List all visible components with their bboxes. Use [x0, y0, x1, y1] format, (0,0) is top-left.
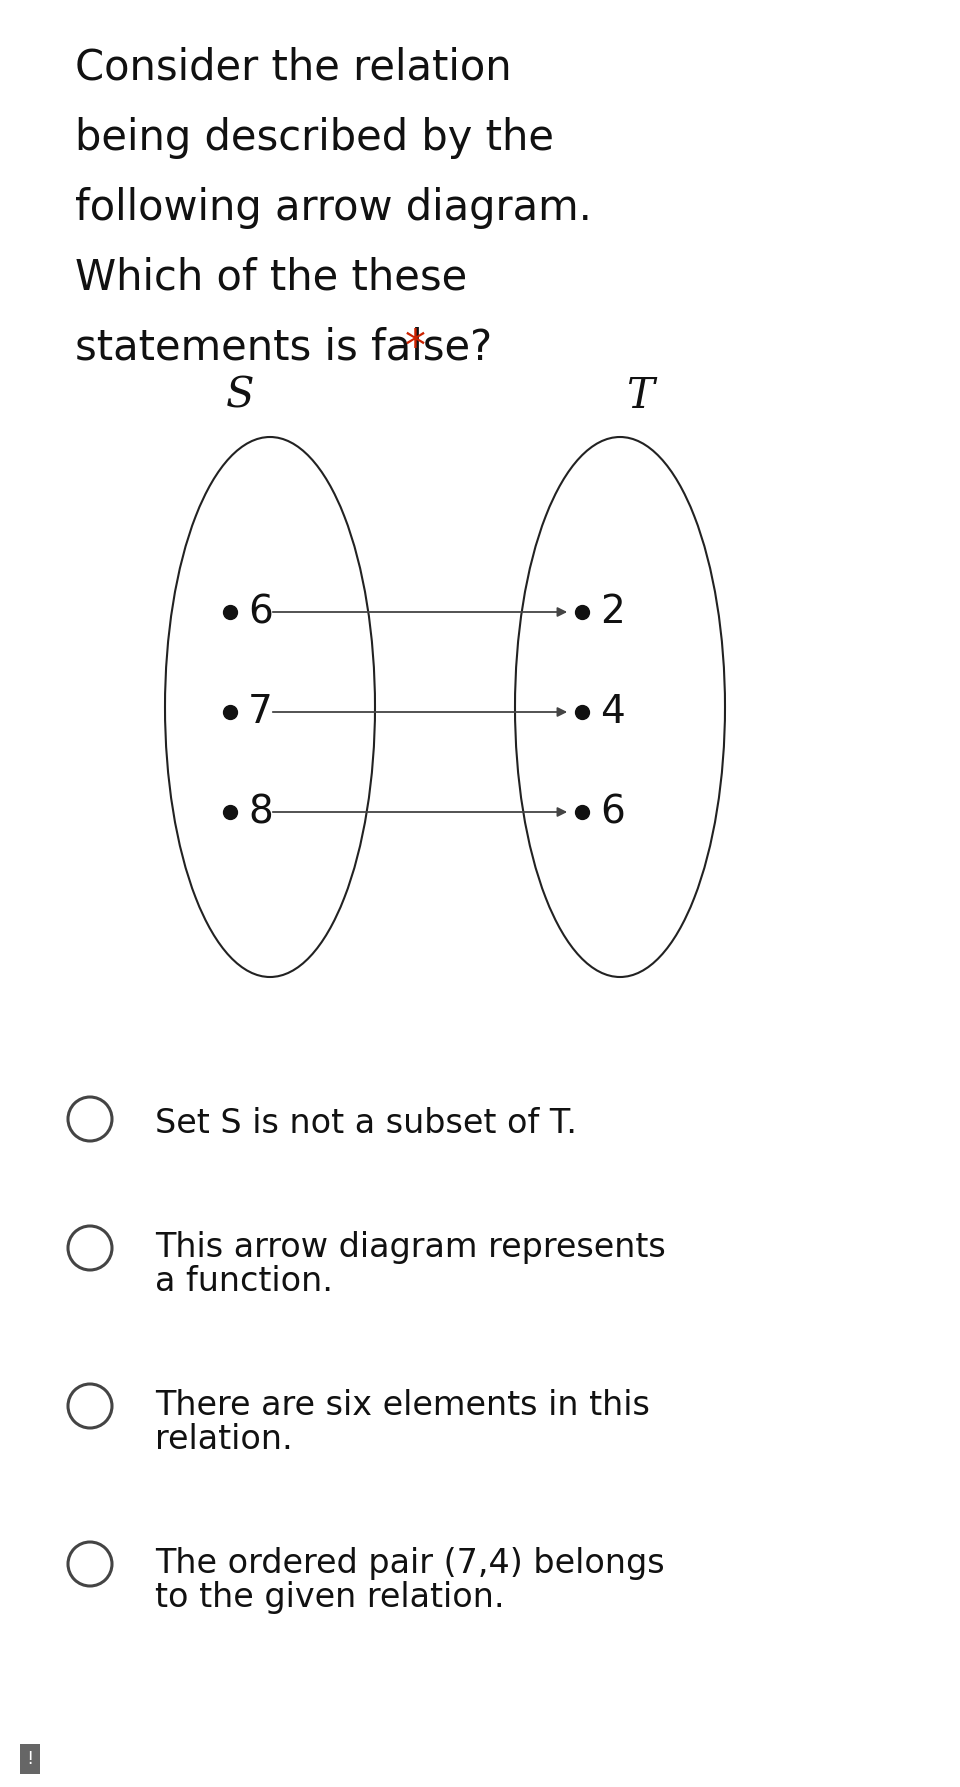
Text: 6: 6	[600, 793, 625, 831]
Text: There are six elements in this: There are six elements in this	[155, 1388, 650, 1422]
Text: The ordered pair (7,4) belongs: The ordered pair (7,4) belongs	[155, 1548, 664, 1580]
Text: T: T	[626, 375, 654, 416]
Text: S: S	[226, 375, 254, 416]
Text: Set S is not a subset of T.: Set S is not a subset of T.	[155, 1106, 577, 1140]
Text: 6: 6	[248, 593, 273, 631]
Text: following arrow diagram.: following arrow diagram.	[75, 188, 592, 229]
Text: Consider the relation: Consider the relation	[75, 46, 512, 89]
Text: This arrow diagram represents: This arrow diagram represents	[155, 1231, 665, 1263]
Text: statements is false?: statements is false?	[75, 327, 505, 368]
Text: 8: 8	[248, 793, 273, 831]
Text: 2: 2	[600, 593, 625, 631]
Text: to the given relation.: to the given relation.	[155, 1581, 505, 1614]
Text: being described by the: being described by the	[75, 116, 554, 159]
Text: Which of the these: Which of the these	[75, 257, 468, 298]
Text: 4: 4	[600, 693, 625, 731]
Text: a function.: a function.	[155, 1265, 333, 1297]
Text: relation.: relation.	[155, 1422, 293, 1456]
Text: !: !	[26, 1749, 34, 1767]
Text: 7: 7	[248, 693, 273, 731]
Text: *: *	[405, 327, 426, 368]
